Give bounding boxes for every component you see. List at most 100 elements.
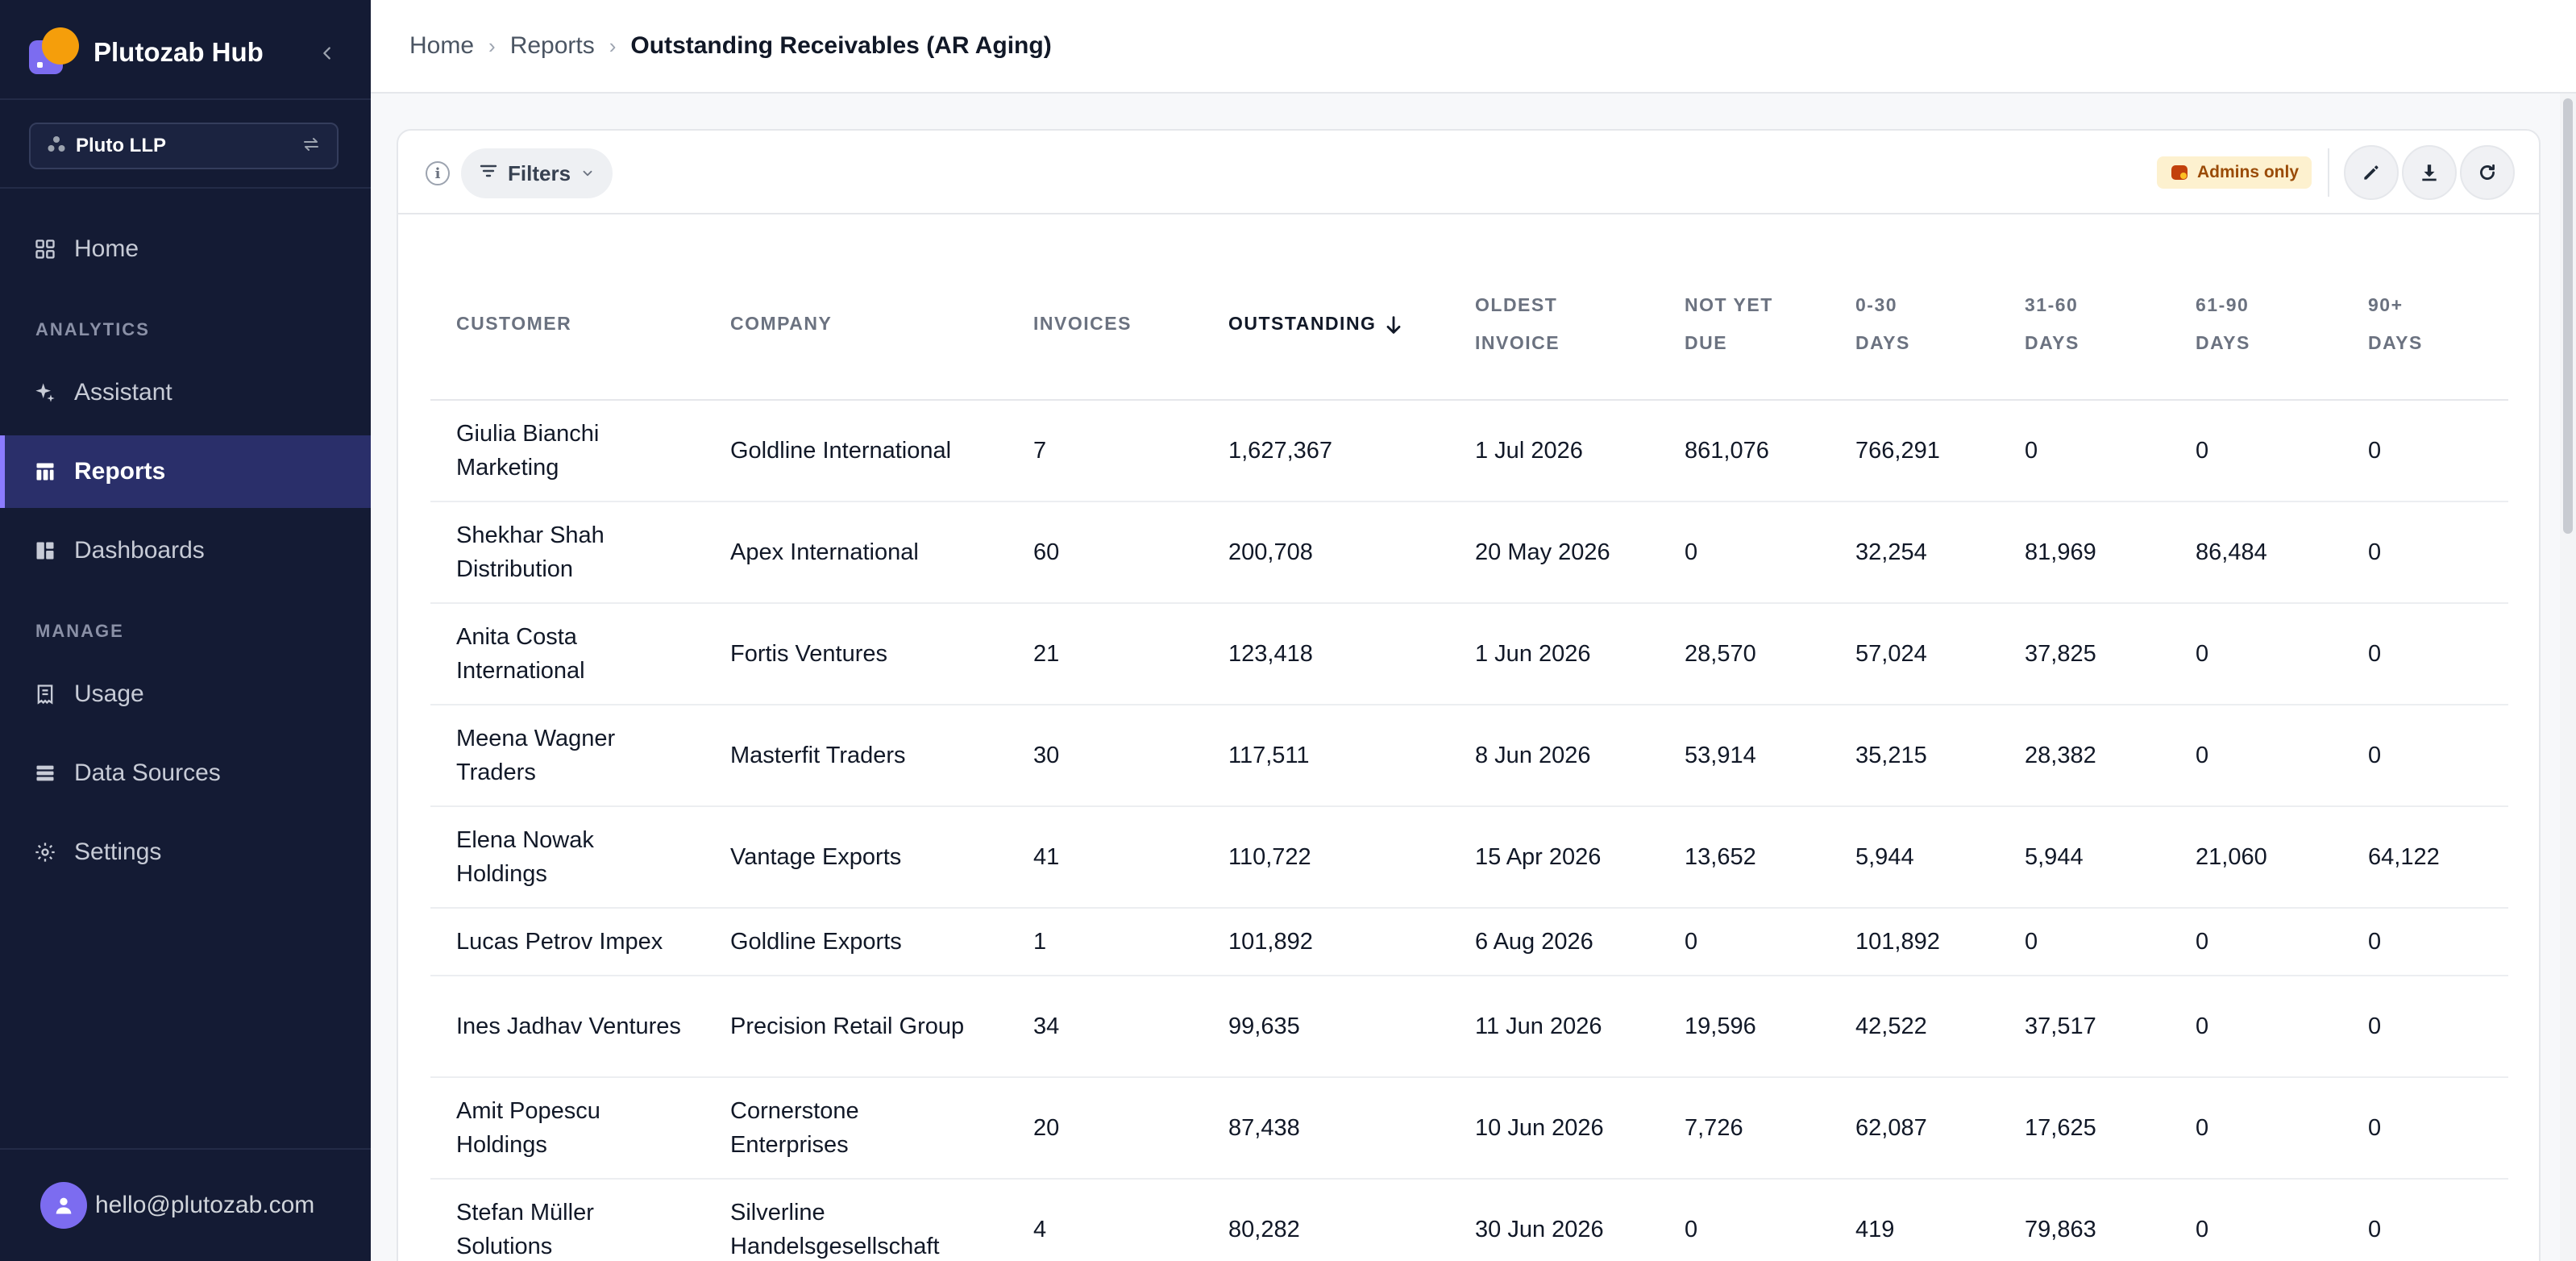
report-card: i Filters Admins only	[397, 129, 2541, 1261]
table-cell-0-30-days: 101,892	[1830, 908, 1999, 976]
section-analytics: ANALYTICS	[35, 319, 150, 339]
table-row[interactable]: Shekhar Shah Distribution Apex Internatio…	[430, 501, 2508, 604]
sidebar-item-reports[interactable]: Reports	[0, 435, 371, 508]
table-cell-not-yet-due: 19,596	[1659, 976, 1830, 1078]
table-cell-invoices: 34	[1008, 976, 1203, 1078]
filter-icon	[479, 161, 498, 186]
scrollbar[interactable]	[2560, 94, 2576, 1261]
table-icon	[32, 459, 58, 485]
scrollbar-thumb[interactable]	[2563, 98, 2573, 534]
user-account[interactable]: hello@plutozab.com	[40, 1182, 314, 1229]
page-title: Outstanding Receivables (AR Aging)	[630, 32, 1052, 59]
table-cell-31-60-days: 37,517	[1999, 976, 2170, 1078]
user-icon	[56, 1197, 72, 1214]
column-label: OLDEST INVOICE	[1475, 293, 1560, 353]
table-cell-oldest-invoice: 15 Apr 2026	[1449, 806, 1659, 909]
download-button[interactable]	[2402, 145, 2457, 200]
table-body: Giulia Bianchi Marketing Goldline Interna…	[430, 400, 2508, 1261]
table-cell-not-yet-due: 0	[1659, 501, 1830, 604]
table-cell-company: Cornerstone Enterprises	[704, 1077, 1008, 1180]
table-row[interactable]: Giulia Bianchi Marketing Goldline Interna…	[430, 400, 2508, 502]
table-row[interactable]: Elena Nowak Holdings Vantage Exports 41 110…	[430, 806, 2508, 909]
col-61-90-days[interactable]: 61-90 DAYS	[2170, 248, 2342, 401]
table-cell-outstanding: 110,722	[1203, 806, 1449, 909]
breadcrumb-reports[interactable]: Reports	[509, 32, 595, 59]
table-row[interactable]: Lucas Petrov Impex Goldline Exports 1 101,8…	[430, 908, 2508, 976]
table-cell-0-30-days: 5,944	[1830, 806, 1999, 909]
table-cell-0-30-days: 766,291	[1830, 400, 1999, 502]
col-customer[interactable]: CUSTOMER	[430, 248, 704, 401]
table-cell-invoices: 20	[1008, 1077, 1203, 1180]
table-row[interactable]: Stefan Müller Solutions Silverline Handel…	[430, 1179, 2508, 1261]
table-cell-31-60-days: 17,625	[1999, 1077, 2170, 1180]
table-cell-oldest-invoice: 8 Jun 2026	[1449, 705, 1659, 807]
table-cell-company: Goldline International	[704, 400, 1008, 502]
column-label: 31-60 DAYS	[2025, 293, 2079, 353]
table-cell-customer: Giulia Bianchi Marketing	[430, 400, 704, 502]
table-row[interactable]: Ines Jadhav Ventures Precision Retail Gro…	[430, 976, 2508, 1078]
user-email: hello@plutozab.com	[95, 1192, 315, 1218]
table-cell-outstanding: 1,627,367	[1203, 400, 1449, 502]
col-outstanding[interactable]: OUTSTANDING	[1203, 248, 1449, 401]
table-header-row: CUSTOMER COMPANY INVOICES OUTSTANDING OL…	[430, 248, 2508, 401]
info-icon[interactable]: i	[426, 161, 450, 185]
table-cell-customer: Shekhar Shah Distribution	[430, 501, 704, 604]
list-icon	[32, 760, 58, 786]
table-cell-company: Precision Retail Group	[704, 976, 1008, 1078]
sidebar-item-home[interactable]: Home	[0, 213, 371, 285]
table-row[interactable]: Amit Popescu Holdings Cornerstone Enterpr…	[430, 1077, 2508, 1180]
collapse-sidebar-icon[interactable]	[311, 37, 343, 69]
sidebar: Plutozab Hub Pluto LLP Home ANALYTICS As…	[0, 0, 371, 1261]
col-0-30-days[interactable]: 0-30 DAYS	[1830, 248, 1999, 401]
refresh-button[interactable]	[2460, 145, 2515, 200]
table-cell-invoices: 30	[1008, 705, 1203, 807]
breadcrumb-home[interactable]: Home	[409, 32, 475, 59]
sidebar-item-usage[interactable]: Usage	[0, 658, 371, 730]
col-oldest-invoice[interactable]: OLDEST INVOICE	[1449, 248, 1659, 401]
toolbar-divider	[2328, 148, 2329, 197]
table-cell-invoices: 21	[1008, 603, 1203, 705]
table-cell-company: Silverline Handelsgesellschaft	[704, 1179, 1008, 1261]
table-cell-customer: Stefan Müller Solutions	[430, 1179, 704, 1261]
table-cell-oldest-invoice: 10 Jun 2026	[1449, 1077, 1659, 1180]
table-cell-90-days: 64,122	[2342, 806, 2508, 909]
table-cell-customer: Lucas Petrov Impex	[430, 908, 704, 976]
table-cell-0-30-days: 42,522	[1830, 976, 1999, 1078]
breadcrumb: Home › Reports › Outstanding Receivables…	[409, 32, 1052, 60]
sidebar-item-assistant[interactable]: Assistant	[0, 356, 371, 429]
table-row[interactable]: Meena Wagner Traders Masterfit Traders 30 1…	[430, 705, 2508, 807]
table-cell-customer: Elena Nowak Holdings	[430, 806, 704, 909]
col-not-yet-due[interactable]: NOT YET DUE	[1659, 248, 1830, 401]
admins-only-badge: Admins only	[2157, 156, 2312, 189]
col-invoices[interactable]: INVOICES	[1008, 248, 1203, 401]
org-switcher[interactable]: Pluto LLP	[29, 123, 339, 169]
table-cell-61-90-days: 0	[2170, 400, 2342, 502]
org-name: Pluto LLP	[76, 135, 166, 156]
table-cell-company: Fortis Ventures	[704, 603, 1008, 705]
refresh-icon	[2480, 164, 2495, 180]
gear-icon	[32, 839, 58, 865]
filters-button[interactable]: Filters	[461, 148, 613, 198]
table-cell-61-90-days: 0	[2170, 908, 2342, 976]
table-cell-outstanding: 200,708	[1203, 501, 1449, 604]
sidebar-item-settings[interactable]: Settings	[0, 816, 371, 889]
col-90-plus-days[interactable]: 90+ DAYS	[2342, 248, 2508, 401]
sidebar-item-data-sources[interactable]: Data Sources	[0, 737, 371, 809]
table-cell-not-yet-due: 13,652	[1659, 806, 1830, 909]
sidebar-item-dashboards[interactable]: Dashboards	[0, 514, 371, 587]
table-cell-31-60-days: 81,969	[1999, 501, 2170, 604]
table-cell-customer: Amit Popescu Holdings	[430, 1077, 704, 1180]
table-cell-oldest-invoice: 6 Aug 2026	[1449, 908, 1659, 976]
col-company[interactable]: COMPANY	[704, 248, 1008, 401]
column-label: CUSTOMER	[456, 313, 572, 334]
col-31-60-days[interactable]: 31-60 DAYS	[1999, 248, 2170, 401]
table-cell-customer: Meena Wagner Traders	[430, 705, 704, 807]
brand[interactable]: Plutozab Hub	[27, 26, 343, 79]
table-cell-outstanding: 123,418	[1203, 603, 1449, 705]
sort-desc-icon	[1387, 316, 1401, 334]
edit-button[interactable]	[2344, 145, 2399, 200]
table-cell-0-30-days: 32,254	[1830, 501, 1999, 604]
column-label: OUTSTANDING	[1228, 313, 1377, 334]
sidebar-item-label: Assistant	[74, 379, 172, 406]
table-row[interactable]: Anita Costa International Fortis Ventures…	[430, 603, 2508, 705]
